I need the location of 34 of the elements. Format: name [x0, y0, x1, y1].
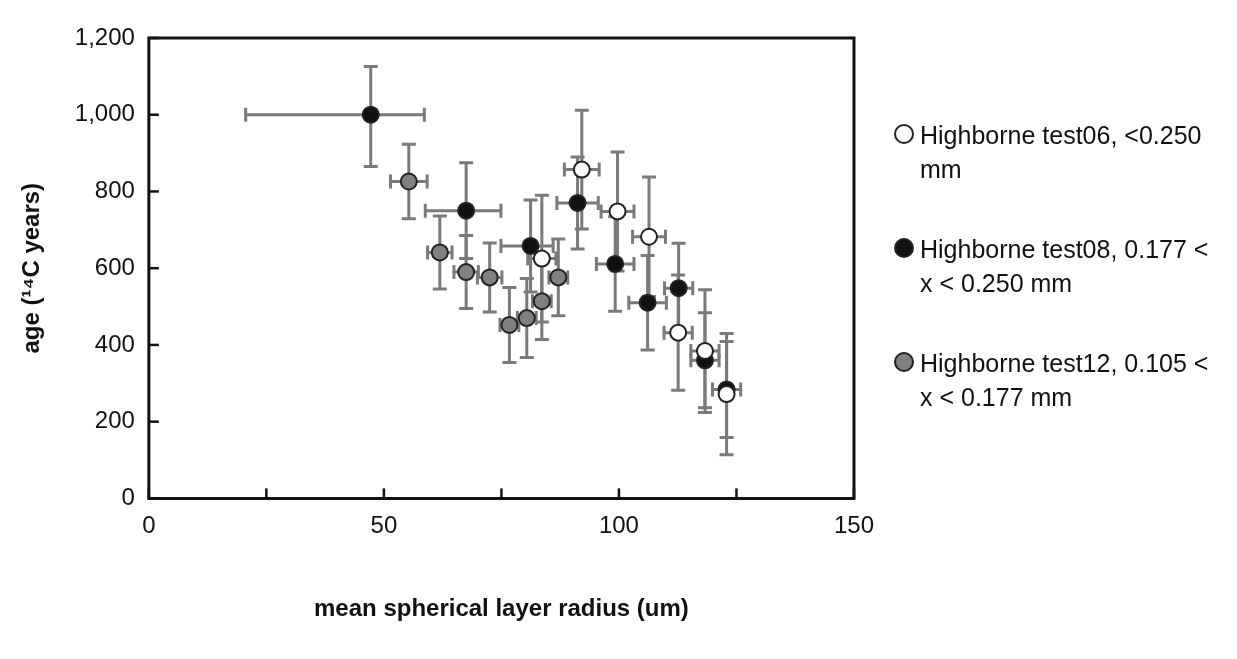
y-axis-title: age (¹⁴C years)	[17, 182, 45, 354]
point	[717, 385, 736, 404]
point	[638, 293, 657, 312]
y-tick-label: 1,200	[74, 22, 135, 50]
point	[532, 249, 551, 268]
x-tick-label: 100	[598, 511, 639, 539]
legend-label: Highborne test08, 0.177 < x < 0.250 mm	[920, 234, 1210, 299]
point	[430, 243, 449, 262]
point	[572, 160, 591, 179]
y-tick-label: 400	[94, 329, 135, 357]
point	[608, 202, 627, 221]
point	[457, 201, 476, 220]
point	[457, 263, 476, 282]
x-tick-label: 0	[142, 511, 156, 539]
point	[669, 279, 688, 298]
y-tick-label: 200	[94, 406, 135, 434]
y-tick-label: 0	[121, 483, 135, 511]
x-tick-label: 150	[833, 511, 874, 539]
legend-label: Highborne test12, 0.105 < x < 0.177 mm	[920, 348, 1210, 413]
point	[361, 105, 380, 124]
point	[399, 172, 418, 191]
y-tick-label: 800	[94, 176, 135, 204]
point	[480, 268, 499, 287]
point	[606, 254, 625, 273]
legend-label: Highborne test06, <0.250 mm	[920, 120, 1203, 185]
point	[568, 193, 587, 212]
x-tick-label: 50	[370, 511, 398, 539]
x-axis-title: mean spherical layer radius (um)	[314, 594, 689, 622]
y-tick-label: 600	[94, 252, 135, 280]
point	[669, 323, 688, 342]
point	[521, 236, 540, 255]
point	[695, 342, 714, 361]
point	[640, 227, 659, 246]
y-tick-label: 1,000	[74, 99, 135, 127]
